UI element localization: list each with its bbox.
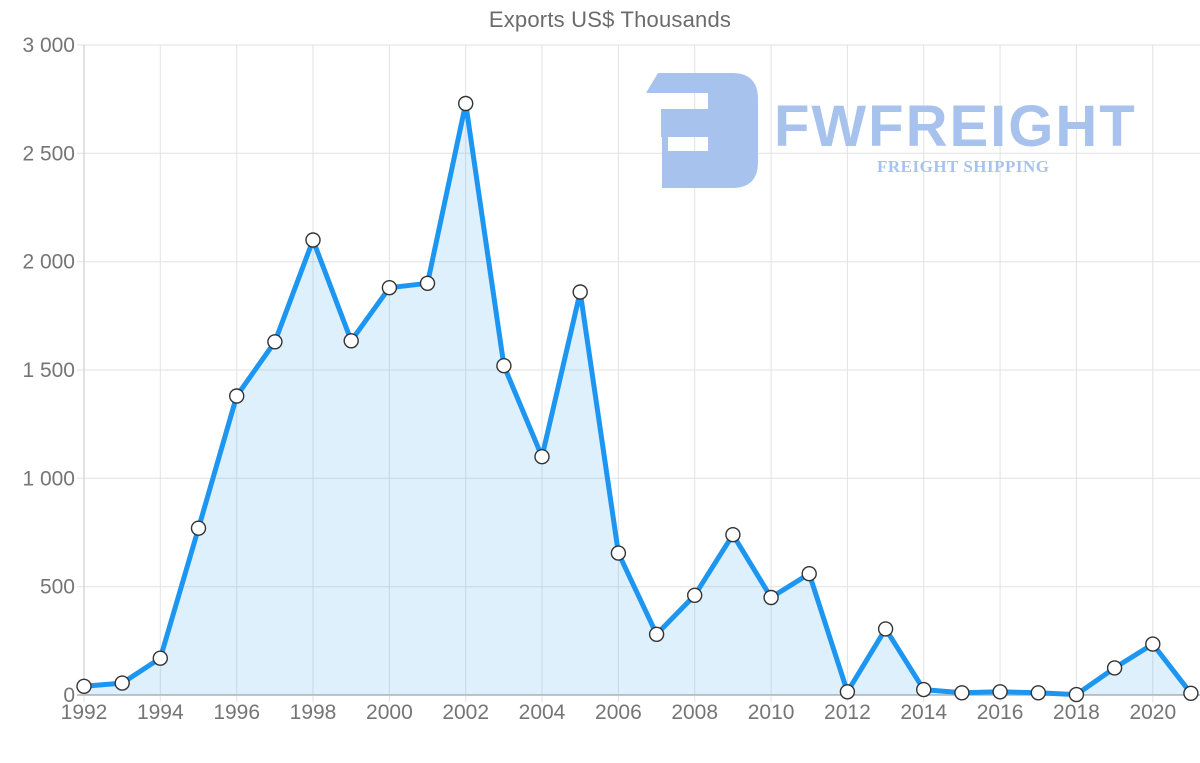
x-tick-label-2004: 2004 bbox=[519, 701, 566, 724]
x-tick-label-2006: 2006 bbox=[595, 701, 642, 724]
data-point-2000[interactable] bbox=[381, 280, 398, 296]
y-tick-label-2500: 2 500 bbox=[22, 142, 75, 165]
y-tick-label-1000: 1 000 bbox=[22, 467, 75, 490]
y-tick-label-3000: 3 000 bbox=[22, 34, 75, 57]
x-tick-label-2008: 2008 bbox=[671, 701, 718, 724]
data-point-1992[interactable] bbox=[76, 678, 92, 694]
x-tick-label-2012: 2012 bbox=[824, 701, 871, 724]
data-point-1997[interactable] bbox=[267, 334, 283, 350]
data-point-2009[interactable] bbox=[725, 527, 741, 543]
data-point-2006[interactable] bbox=[610, 545, 627, 561]
x-tick-label-1992: 1992 bbox=[61, 701, 108, 724]
y-tick-label-0: 0 bbox=[63, 684, 75, 707]
x-tick-label-1998: 1998 bbox=[290, 701, 337, 724]
data-point-2004[interactable] bbox=[534, 449, 550, 465]
x-tick-label-2010: 2010 bbox=[748, 701, 795, 724]
data-point-1999[interactable] bbox=[343, 333, 359, 349]
data-point-2005[interactable] bbox=[572, 284, 588, 300]
data-point-2019[interactable] bbox=[1106, 660, 1123, 676]
x-tick-label-2014: 2014 bbox=[900, 701, 947, 724]
data-point-1995[interactable] bbox=[190, 520, 207, 536]
data-point-2018[interactable] bbox=[1068, 686, 1085, 703]
x-tick-label-1994: 1994 bbox=[137, 701, 184, 724]
data-point-1993[interactable] bbox=[114, 675, 130, 691]
x-tick-label-1996: 1996 bbox=[213, 701, 260, 724]
data-point-2020[interactable] bbox=[1145, 636, 1161, 652]
data-point-2015[interactable] bbox=[954, 685, 970, 701]
chart-title: Exports US$ Thousands bbox=[488, 7, 732, 32]
x-tick-label-2016: 2016 bbox=[977, 701, 1024, 724]
data-point-2007[interactable] bbox=[648, 626, 665, 642]
data-point-1996[interactable] bbox=[228, 388, 245, 404]
data-point-2016[interactable] bbox=[992, 684, 1008, 700]
x-tick-label-2000: 2000 bbox=[366, 701, 413, 724]
data-point-2021[interactable] bbox=[1183, 685, 1199, 701]
y-tick-label-500: 500 bbox=[40, 576, 75, 599]
y-tick-label-2000: 2 000 bbox=[22, 251, 75, 274]
x-tick-label-2002: 2002 bbox=[442, 701, 489, 724]
data-point-2001[interactable] bbox=[419, 275, 436, 291]
y-tick-label-1500: 1 500 bbox=[22, 359, 75, 382]
x-tick-label-2018: 2018 bbox=[1053, 701, 1100, 724]
series-area-fill bbox=[84, 103, 1191, 695]
data-point-2010[interactable] bbox=[763, 589, 779, 606]
data-point-2014[interactable] bbox=[916, 681, 932, 698]
x-tick-label-2020: 2020 bbox=[1129, 701, 1176, 724]
data-point-2002[interactable] bbox=[458, 95, 474, 112]
data-point-2012[interactable] bbox=[839, 684, 856, 700]
data-point-1994[interactable] bbox=[152, 650, 169, 666]
data-point-1998[interactable] bbox=[305, 232, 321, 248]
data-point-2011[interactable] bbox=[801, 566, 817, 582]
data-point-2003[interactable] bbox=[496, 358, 512, 374]
data-point-2008[interactable] bbox=[687, 587, 703, 603]
data-point-2013[interactable] bbox=[877, 621, 894, 637]
data-point-2017[interactable] bbox=[1030, 685, 1047, 701]
